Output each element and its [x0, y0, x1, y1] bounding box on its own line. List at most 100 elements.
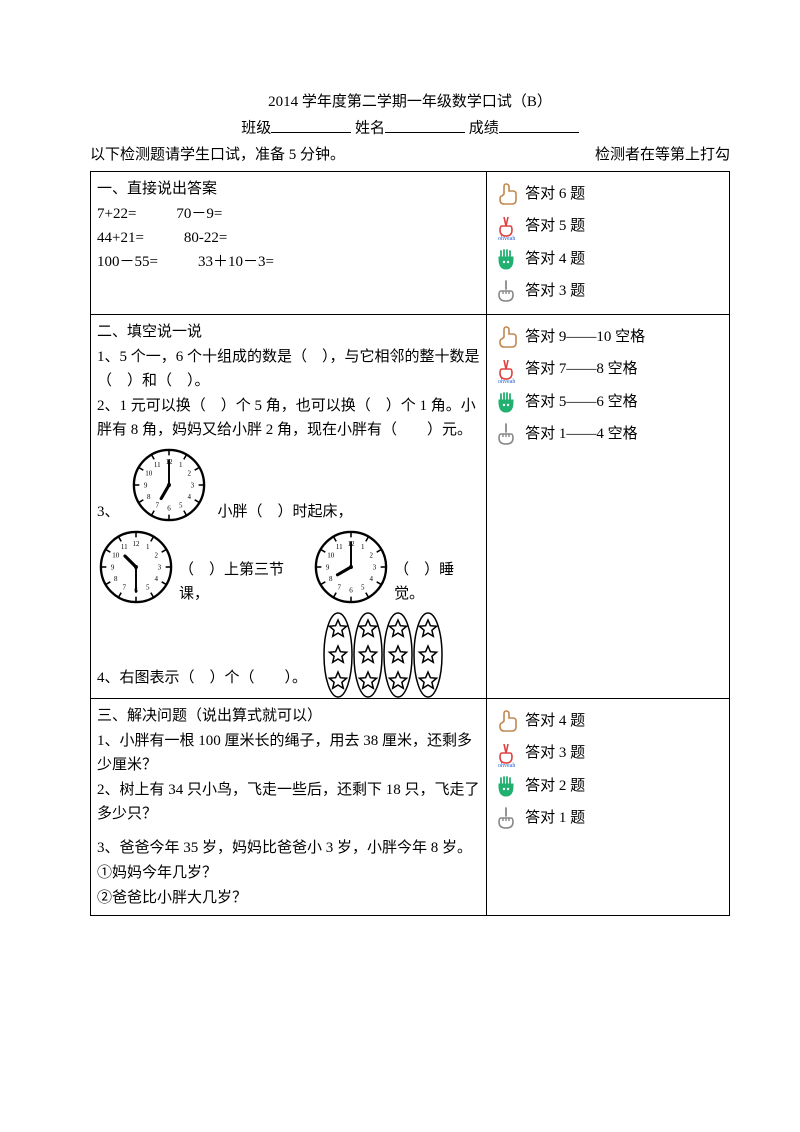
- svg-text:11: 11: [153, 461, 160, 469]
- eq-1b: 70－9=: [176, 202, 222, 226]
- s2-q4: 4、右图表示（ ）个（ ）。: [97, 666, 307, 690]
- svg-text:ohyeah: ohyeah: [498, 379, 515, 383]
- svg-text:8: 8: [147, 493, 151, 501]
- section1-scores: 答对 6 题 ohyeah 答对 5 题 答对 4 题 答对 3 题: [487, 171, 730, 314]
- svg-text:4: 4: [370, 575, 374, 583]
- palm-icon: [493, 247, 519, 271]
- eq-3a: 100－55=: [97, 250, 158, 274]
- section1-content: 一、直接说出答案 7+22= 70－9= 44+21= 80-22= 100－5…: [91, 171, 487, 314]
- score-text: 答对 9——10 空格: [525, 323, 645, 352]
- score-text: 答对 6 题: [525, 180, 585, 209]
- score-text: 答对 5 题: [525, 212, 585, 241]
- s3-q3b: ②爸爸比小胖大几岁？: [97, 886, 480, 910]
- section3-scores: 答对 4 题 ohyeah 答对 3 题 答对 2 题 答对 1 题: [487, 698, 730, 915]
- instruction-right: 检测者在等第上打勾: [595, 143, 730, 167]
- eq-1a: 7+22=: [97, 202, 136, 226]
- s2-q3-row2: 123456789101112 （ ）上第三节课， 12345678910111…: [97, 528, 480, 606]
- section3-heading: 三、解决问题（说出算式就可以）: [97, 704, 480, 728]
- section2-scores: 答对 9——10 空格 ohyeah答对 7——8 空格 答对 5——6 空格 …: [487, 314, 730, 698]
- svg-text:6: 6: [167, 504, 171, 512]
- svg-text:7: 7: [155, 501, 159, 509]
- instruction-row: 以下检测题请学生口试，准备 5 分钟。 检测者在等第上打勾: [90, 143, 730, 167]
- clock-1030-icon: 123456789101112: [97, 528, 175, 606]
- s2-q3-prefix: 3、: [97, 500, 120, 524]
- svg-text:11: 11: [121, 543, 128, 551]
- svg-text:2: 2: [187, 469, 191, 477]
- svg-text:3: 3: [158, 563, 162, 571]
- svg-text:4: 4: [187, 493, 191, 501]
- s2-q4-row: 4、右图表示（ ）个（ ）。: [97, 610, 480, 690]
- point-icon: [493, 279, 519, 303]
- score-text: 答对 5——6 空格: [525, 388, 638, 417]
- point-icon: [493, 806, 519, 830]
- svg-text:ohyeah: ohyeah: [498, 236, 515, 240]
- svg-text:1: 1: [178, 461, 182, 469]
- peace-icon: ohyeah: [493, 214, 519, 238]
- eq-3b: 33＋10－3=: [198, 250, 274, 274]
- svg-text:10: 10: [112, 551, 120, 559]
- svg-text:10: 10: [327, 551, 335, 559]
- score-text: 答对 4 题: [525, 245, 585, 274]
- clock-7-icon: 123456789101112: [130, 446, 208, 524]
- s2-q1: 1、5 个一，6 个十组成的数是（ ），与它相邻的整十数是（ ）和（ ）。: [97, 345, 480, 393]
- clock-8-icon: 123456789101112: [312, 528, 390, 606]
- main-table: 一、直接说出答案 7+22= 70－9= 44+21= 80-22= 100－5…: [90, 171, 730, 916]
- svg-text:8: 8: [114, 575, 118, 583]
- score-text: 答对 4 题: [525, 707, 585, 736]
- instruction-left: 以下检测题请学生口试，准备 5 分钟。: [90, 143, 345, 167]
- peace-icon: ohyeah: [493, 357, 519, 381]
- point-icon: [493, 422, 519, 446]
- s2-q3-mid: 小胖（ ）时起床，: [218, 500, 353, 524]
- svg-text:8: 8: [329, 575, 333, 583]
- score-text: 答对 1 题: [525, 804, 585, 833]
- svg-text:5: 5: [146, 583, 150, 591]
- svg-text:9: 9: [326, 563, 330, 571]
- svg-text:9: 9: [111, 563, 115, 571]
- class-label: 班级: [241, 121, 271, 137]
- svg-text:9: 9: [143, 481, 147, 489]
- svg-text:11: 11: [336, 543, 343, 551]
- svg-text:10: 10: [145, 469, 153, 477]
- score-text: 答对 3 题: [525, 739, 585, 768]
- s2-q3-c: （ ）睡觉。: [394, 558, 480, 606]
- svg-text:7: 7: [123, 583, 127, 591]
- score-text: 答对 7——8 空格: [525, 355, 638, 384]
- svg-text:7: 7: [338, 583, 342, 591]
- thumb-icon: [493, 325, 519, 349]
- header-fields: 班级 姓名 成绩: [90, 116, 730, 141]
- section3-content: 三、解决问题（说出算式就可以） 1、小胖有一根 100 厘米长的绳子，用去 38…: [91, 698, 487, 915]
- svg-text:ohyeah: ohyeah: [498, 763, 515, 767]
- svg-text:1: 1: [146, 543, 150, 551]
- score-text: 答对 3 题: [525, 277, 585, 306]
- svg-text:4: 4: [155, 575, 159, 583]
- s3-q1: 1、小胖有一根 100 厘米长的绳子，用去 38 厘米，还剩多少厘米？: [97, 729, 480, 777]
- eq-2b: 80-22=: [184, 226, 227, 250]
- peace-icon: ohyeah: [493, 741, 519, 765]
- section1-heading: 一、直接说出答案: [97, 177, 480, 201]
- thumb-icon: [493, 182, 519, 206]
- svg-text:5: 5: [361, 583, 365, 591]
- section2-content: 二、填空说一说 1、5 个一，6 个十组成的数是（ ），与它相邻的整十数是（ ）…: [91, 314, 487, 698]
- score-text: 答对 1——4 空格: [525, 420, 638, 449]
- page-title: 2014 学年度第二学期一年级数学口试（B）: [90, 90, 730, 114]
- s2-q3-b: （ ）上第三节课，: [179, 558, 308, 606]
- s3-q3: 3、爸爸今年 35 岁，妈妈比爸爸小 3 岁，小胖今年 8 岁。: [97, 836, 480, 860]
- svg-text:5: 5: [178, 501, 182, 509]
- name-label: 姓名: [355, 121, 385, 137]
- thumb-icon: [493, 709, 519, 733]
- svg-text:6: 6: [349, 586, 353, 594]
- svg-text:1: 1: [361, 543, 365, 551]
- stars-grid-icon: [317, 610, 437, 690]
- palm-icon: [493, 774, 519, 798]
- palm-icon: [493, 390, 519, 414]
- svg-text:12: 12: [133, 539, 141, 547]
- score-text: 答对 2 题: [525, 772, 585, 801]
- svg-text:2: 2: [370, 551, 374, 559]
- s3-q3a: ①妈妈今年几岁？: [97, 861, 480, 885]
- svg-text:3: 3: [190, 481, 194, 489]
- s2-q2: 2、1 元可以换（ ）个 5 角，也可以换（ ）个 1 角。小胖有 8 角，妈妈…: [97, 394, 480, 442]
- eq-2a: 44+21=: [97, 226, 144, 250]
- svg-text:3: 3: [373, 563, 377, 571]
- score-label: 成绩: [469, 121, 499, 137]
- svg-text:2: 2: [155, 551, 159, 559]
